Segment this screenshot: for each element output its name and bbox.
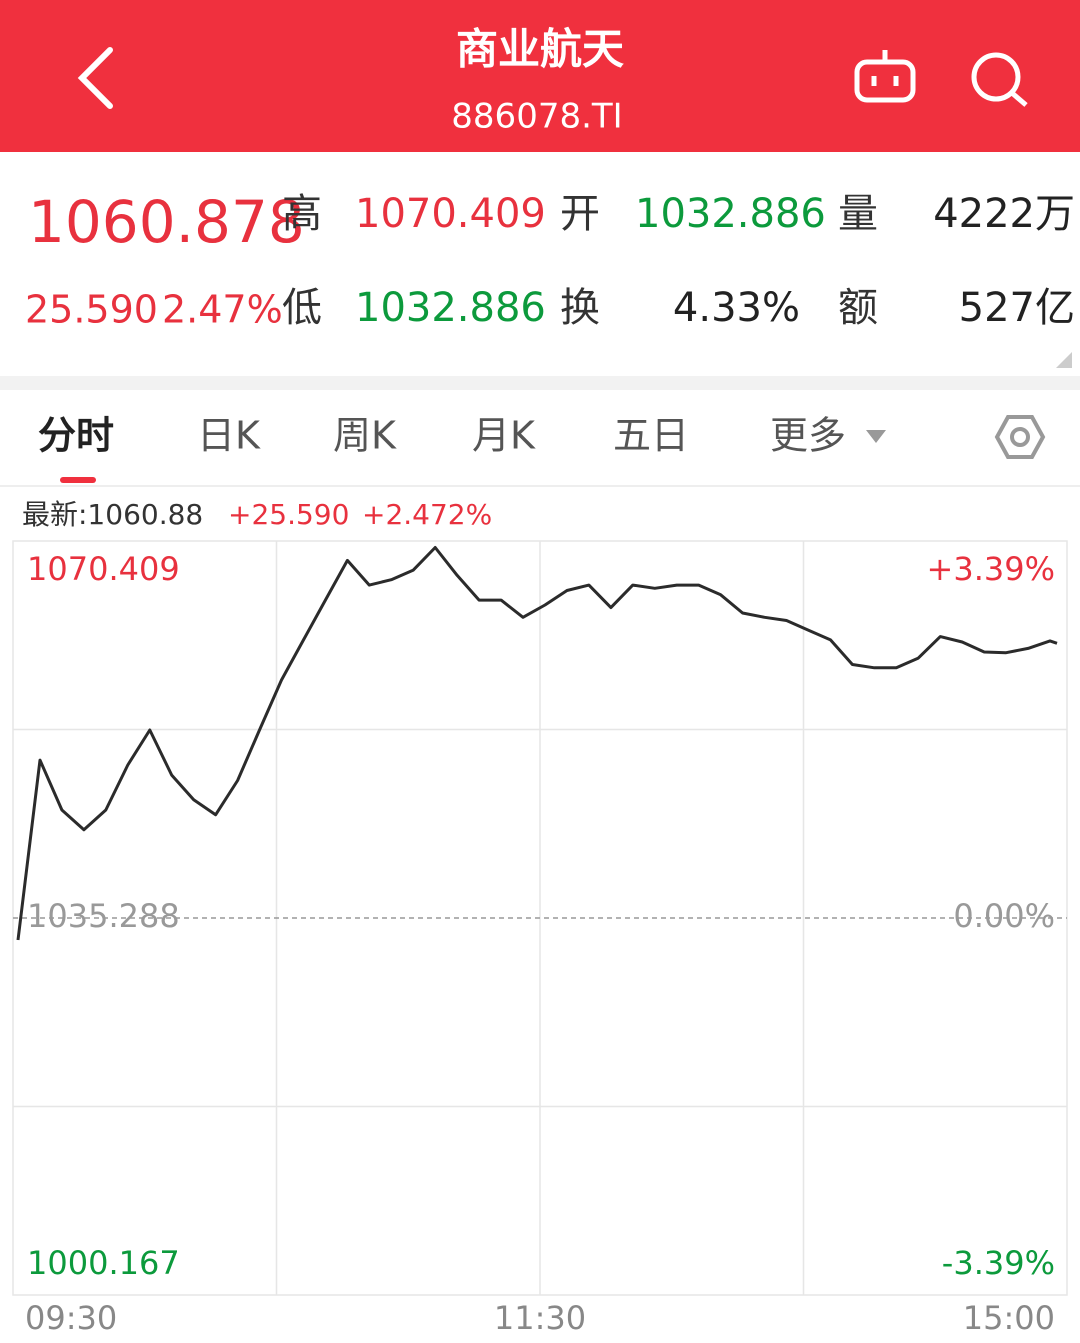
y-tick-label: 1070.409 bbox=[27, 550, 180, 588]
tab[interactable]: 更多 bbox=[770, 414, 846, 458]
tab[interactable]: 周K bbox=[333, 414, 397, 458]
x-tick-label: 09:30 bbox=[25, 1299, 117, 1337]
back-button[interactable] bbox=[77, 47, 113, 109]
change-pct: 2.47% bbox=[162, 288, 283, 332]
price-line bbox=[16, 546, 1058, 941]
dropdown-arrow bbox=[866, 430, 886, 443]
field-value: 1070.409 bbox=[355, 191, 546, 237]
code: 886078.TI bbox=[451, 97, 622, 137]
y2-tick-label: -3.39% bbox=[942, 1244, 1055, 1282]
info-change: +25.590 bbox=[228, 498, 349, 531]
x-tick-label: 11:30 bbox=[494, 1299, 586, 1337]
field-value: 527亿 bbox=[959, 285, 1075, 331]
tab[interactable]: 五日 bbox=[613, 414, 689, 458]
field-label: 量 bbox=[838, 191, 878, 237]
tab[interactable]: 月K bbox=[472, 414, 536, 458]
field-label: 高 bbox=[282, 191, 322, 237]
y-tick-label: 1035.288 bbox=[27, 897, 180, 935]
field-value: 4222万 bbox=[933, 191, 1075, 237]
x-tick-label: 15:00 bbox=[963, 1299, 1055, 1337]
change: 25.590 bbox=[25, 288, 158, 332]
expand-corner[interactable] bbox=[1056, 352, 1072, 368]
field-label: 开 bbox=[560, 191, 600, 237]
title: 商业航天 bbox=[456, 25, 624, 74]
tab[interactable]: 分时 bbox=[38, 414, 114, 458]
info-latest: 最新:1060.88 bbox=[22, 498, 203, 531]
info-change-pct: +2.472% bbox=[362, 498, 492, 531]
search-button[interactable] bbox=[971, 52, 1028, 107]
separator bbox=[0, 376, 1080, 390]
y2-tick-label: +3.39% bbox=[927, 550, 1055, 588]
field-value: 1032.886 bbox=[635, 191, 826, 237]
field-label: 低 bbox=[282, 285, 322, 331]
price: 1060.878 bbox=[28, 188, 305, 256]
tab-indicator bbox=[60, 477, 96, 483]
field-value: 1032.886 bbox=[355, 285, 546, 331]
field-label: 换 bbox=[560, 285, 600, 331]
field-label: 额 bbox=[838, 285, 878, 331]
y-tick-label: 1000.167 bbox=[27, 1244, 180, 1282]
field-value: 4.33% bbox=[673, 285, 800, 331]
settings-button[interactable] bbox=[994, 415, 1046, 459]
y2-tick-label: 0.00% bbox=[953, 897, 1055, 935]
top-bar bbox=[0, 0, 1080, 152]
tab[interactable]: 日K bbox=[197, 414, 261, 458]
robot-button[interactable] bbox=[854, 50, 916, 103]
